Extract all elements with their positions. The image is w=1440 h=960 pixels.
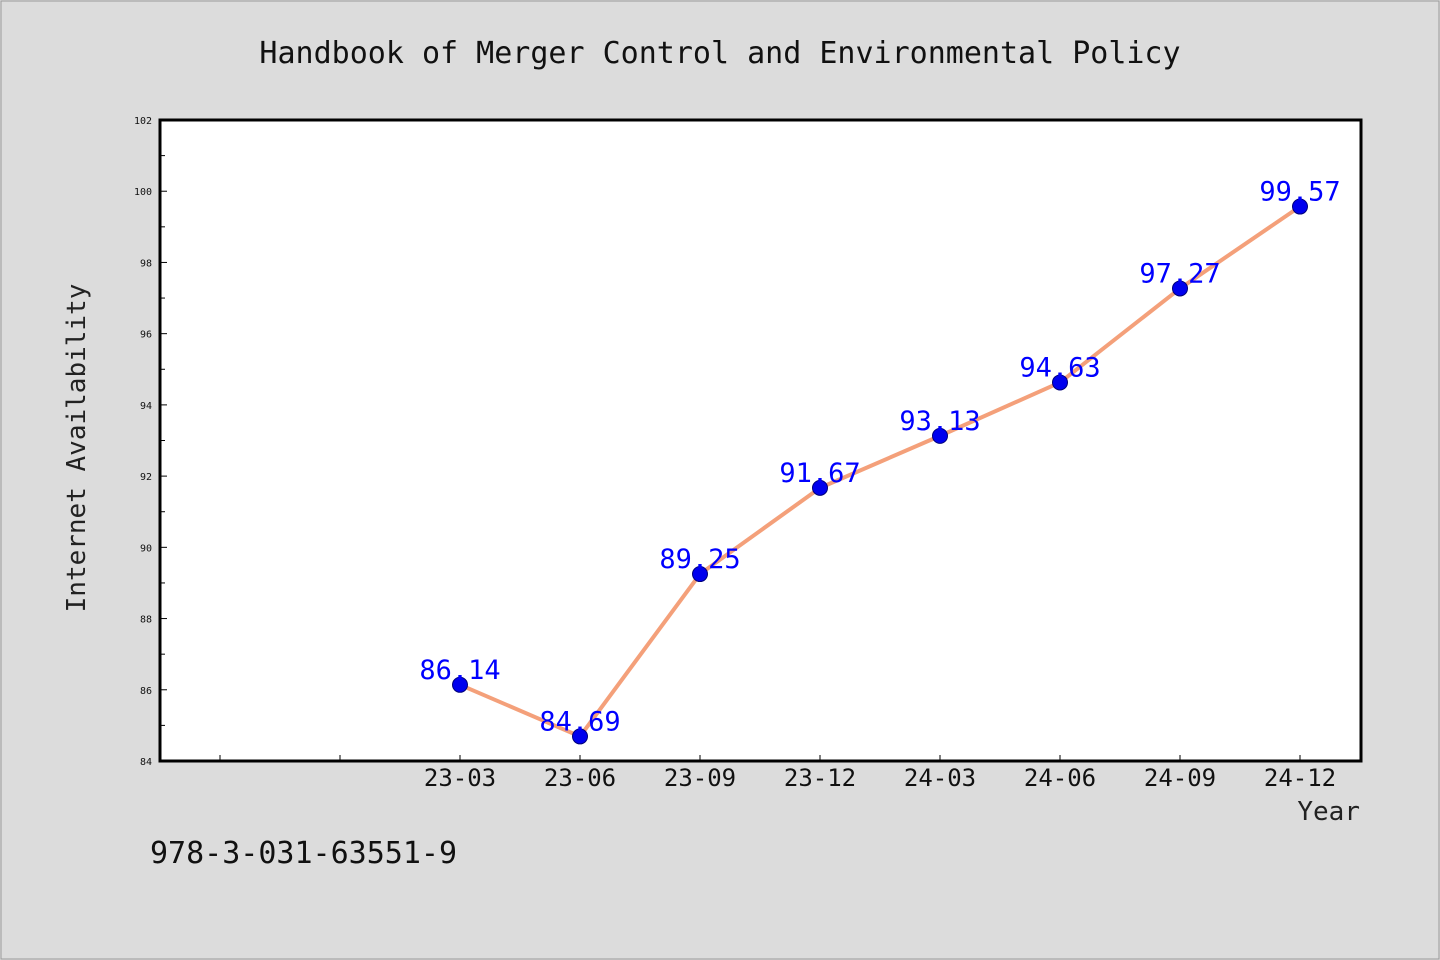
data-point xyxy=(1052,374,1068,391)
y-tick-label: 98 xyxy=(140,258,152,269)
data-point xyxy=(452,676,468,693)
data-label: 91.67 xyxy=(779,458,860,489)
series-line xyxy=(452,198,1308,745)
series-path xyxy=(459,204,1302,739)
x-tick-label: 24-12 xyxy=(1264,764,1336,792)
y-tick-label: 102 xyxy=(134,116,152,127)
data-point xyxy=(692,566,708,583)
data-label: 86.14 xyxy=(419,655,500,686)
x-axis-label: Year xyxy=(1297,797,1360,827)
x-tick-label: 23-06 xyxy=(544,764,616,792)
x-tick-label: 23-09 xyxy=(664,764,736,792)
x-tick-label: 23-03 xyxy=(424,764,496,792)
data-point xyxy=(1172,280,1188,297)
data-point xyxy=(812,479,828,496)
y-tick-label: 90 xyxy=(140,543,152,554)
data-label: 84.69 xyxy=(539,706,620,737)
data-point xyxy=(932,427,948,444)
y-tick-label: 96 xyxy=(140,330,152,341)
isbn-text: 978-3-031-63551-9 xyxy=(150,836,457,871)
data-point xyxy=(572,728,588,745)
data-label: 93.13 xyxy=(899,406,980,437)
x-tick-label: 24-09 xyxy=(1144,764,1216,792)
y-axis: 84 86 88 90 92 94 96 98 100 102 xyxy=(134,116,167,768)
data-label: 99.57 xyxy=(1259,177,1340,208)
x-axis: 23-03 23-06 23-09 23-12 24-03 24-06 24-09 24-12 xyxy=(219,755,1336,792)
x-tick-label: 23-12 xyxy=(784,764,856,792)
x-tick-label: 24-06 xyxy=(1024,764,1096,792)
y-tick-label: 84 xyxy=(140,757,152,768)
y-tick-label: 92 xyxy=(140,472,152,483)
plot-area xyxy=(158,118,1363,763)
data-label: 94.63 xyxy=(1019,352,1100,383)
data-point xyxy=(1292,198,1308,215)
chart-title: Handbook of Merger Control and Environme… xyxy=(259,36,1180,71)
y-axis-label: Internet Availability xyxy=(62,284,92,613)
data-labels: 86.14 84.69 89.25 91.67 93.13 94.63 97.27 99.57 xyxy=(419,177,1340,738)
y-tick-label: 94 xyxy=(140,401,152,412)
y-tick-label: 88 xyxy=(140,615,152,626)
y-tick-label: 86 xyxy=(140,686,152,697)
data-label: 89.25 xyxy=(659,544,740,575)
data-label: 97.27 xyxy=(1139,258,1220,289)
y-tick-label: 100 xyxy=(134,187,152,198)
x-tick-label: 24-03 xyxy=(904,764,976,792)
